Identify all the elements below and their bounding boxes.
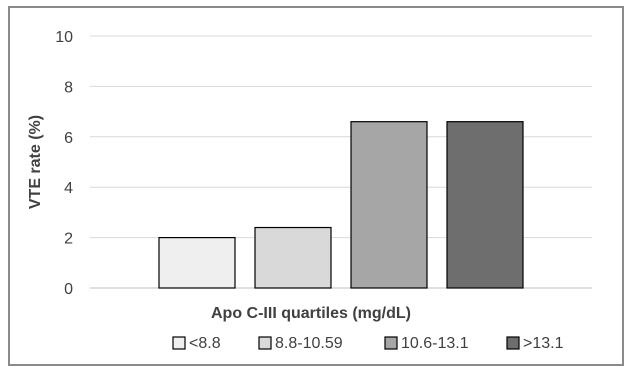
- y-tick-label: 2: [64, 231, 73, 248]
- bar: [158, 237, 236, 289]
- legend-swatch: [506, 336, 520, 350]
- bar-chart: 0 2 4 6 8 10 VTE rate (%) Apo C-III quartiles…: [27, 29, 592, 352]
- legend-label: 8.8-10.59: [275, 335, 343, 352]
- chart-frame: 0 2 4 6 8 10 VTE rate (%) Apo C-III quartiles…: [8, 6, 624, 366]
- y-tick-label: 6: [64, 130, 73, 147]
- x-axis-title: Apo C-III quartiles (mg/dL): [211, 305, 411, 322]
- y-axis-ticks: 0 2 4 6 8 10: [55, 29, 73, 298]
- bar: [446, 121, 524, 289]
- legend-swatch: [172, 336, 186, 350]
- y-tick-label: 10: [55, 29, 73, 46]
- legend-label: 10.6-13.1: [401, 335, 469, 352]
- bar: [254, 226, 332, 289]
- y-tick-label: 0: [64, 281, 73, 298]
- legend: <8.8 8.8-10.59 10.6-13.1 >13.1: [172, 335, 564, 352]
- legend-label: <8.8: [189, 335, 221, 352]
- y-tick-label: 8: [64, 79, 73, 96]
- legend-swatch: [384, 336, 398, 350]
- bar: [350, 121, 428, 289]
- legend-label: >13.1: [523, 335, 564, 352]
- y-tick-label: 4: [64, 180, 73, 197]
- y-axis-title: VTE rate (%): [27, 115, 44, 209]
- legend-swatch: [258, 336, 272, 350]
- bars: [158, 121, 524, 289]
